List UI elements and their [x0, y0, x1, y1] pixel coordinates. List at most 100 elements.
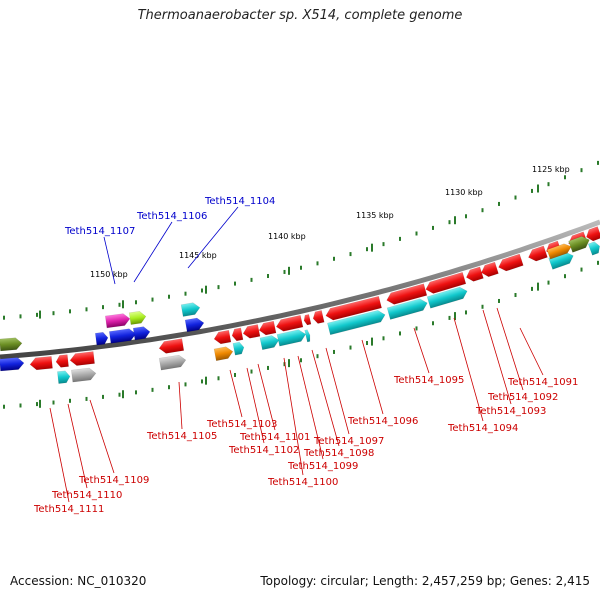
- gene-red-shape: [303, 314, 312, 326]
- inner-tick-mark: [415, 326, 418, 331]
- gene-red-shape: [586, 226, 600, 242]
- inner-tick-mark: [465, 310, 467, 315]
- outer-major-tick: [454, 216, 456, 225]
- inner-tick-mark: [564, 274, 566, 279]
- outer-major-tick: [205, 285, 207, 294]
- inner-major-tick: [454, 312, 456, 321]
- leader-line: [89, 399, 115, 474]
- gene-red: [242, 324, 261, 339]
- gene-label: Teth514_1105: [146, 431, 217, 442]
- gene-red-shape: [213, 329, 232, 345]
- leader-line: [246, 367, 265, 444]
- gene-red: [231, 327, 244, 342]
- inner-tick-mark: [217, 376, 220, 381]
- inner-tick-mark: [201, 379, 203, 384]
- outer-major-tick: [122, 300, 124, 309]
- outer-tick-mark: [580, 168, 583, 173]
- gene-cyan-shape: [259, 335, 280, 351]
- inner-tick-mark: [184, 382, 187, 387]
- gene-cyan: [276, 329, 307, 347]
- gene-label: Teth514_1109: [78, 475, 149, 486]
- leader-line: [311, 349, 340, 447]
- gene-magenta: [105, 313, 131, 329]
- inner-tick-mark: [498, 298, 500, 303]
- inner-tick-mark: [580, 267, 583, 272]
- gene-label: Teth514_1110: [51, 490, 122, 501]
- inner-tick-mark: [481, 304, 484, 309]
- gene-red-shape: [425, 271, 467, 294]
- gene-lower: [57, 370, 71, 384]
- leader-line: [187, 206, 239, 269]
- outer-tick-mark: [234, 281, 236, 286]
- outer-tick-mark: [3, 315, 5, 320]
- gene-blue: [109, 328, 137, 344]
- inner-tick-mark: [399, 331, 401, 336]
- gene-red: [466, 266, 484, 282]
- outer-major-tick: [288, 266, 290, 275]
- gene-label: Teth514_1107: [64, 226, 135, 237]
- outer-tick-mark: [316, 261, 319, 266]
- inner-tick-mark: [85, 396, 88, 401]
- outer-tick-mark: [283, 269, 286, 274]
- outer-tick-mark: [151, 297, 154, 302]
- gene-lower: [71, 367, 97, 383]
- leader-line: [413, 327, 430, 374]
- gene-orange: [546, 243, 572, 260]
- tick-label: 1130 kbp: [445, 188, 483, 197]
- inner-tick-mark: [135, 390, 137, 395]
- outer-tick-mark: [19, 314, 22, 319]
- gene-cyan-shape: [327, 310, 386, 336]
- leader-line: [297, 355, 324, 460]
- leader-line: [361, 339, 384, 415]
- outer-tick-mark: [300, 265, 302, 270]
- outer-tick-mark: [52, 311, 55, 316]
- gene-blue-shape: [132, 326, 151, 341]
- gene-orange-shape: [213, 346, 234, 362]
- outer-tick-mark: [333, 256, 335, 261]
- gene-cyan-shape: [276, 329, 307, 347]
- outer-tick-mark: [564, 175, 566, 180]
- gene-olive-shape: [568, 236, 590, 253]
- gene-lime-shape: [128, 310, 147, 325]
- outer-tick-mark: [547, 182, 550, 187]
- gene-red: [55, 354, 69, 368]
- gene-red-shape: [231, 327, 244, 342]
- inner-tick-mark: [118, 392, 121, 397]
- outer-tick-mark: [382, 242, 385, 247]
- outer-tick-mark: [135, 300, 137, 305]
- tick-label: 1140 kbp: [268, 232, 306, 241]
- gene-red-shape: [29, 356, 53, 371]
- gene-red: [498, 253, 524, 272]
- inner-major-tick: [122, 390, 124, 399]
- gene-red: [425, 271, 467, 294]
- map-title: Thermoanaerobacter sp. X514, complete ge…: [137, 8, 463, 23]
- gene-cyan-shape: [587, 241, 600, 256]
- gene-cyan: [327, 310, 386, 336]
- gene-label: Teth514_1106: [136, 211, 207, 222]
- gene-red-shape: [275, 314, 304, 332]
- leader-line: [325, 347, 350, 435]
- gene-label: Teth514_1095: [393, 375, 464, 386]
- leader-line: [482, 309, 512, 405]
- gene-olive: [0, 337, 23, 352]
- gene-label: Teth514_1092: [487, 392, 558, 403]
- inner-tick-mark: [597, 260, 599, 265]
- outer-tick-mark: [498, 201, 500, 206]
- inner-tick-mark: [333, 349, 335, 354]
- gene-red-shape: [481, 261, 499, 277]
- genome-backbone: [0, 219, 600, 360]
- gene-red: [386, 283, 428, 305]
- outer-tick-mark: [415, 231, 418, 236]
- gene-lime: [128, 310, 147, 325]
- gene-blue: [95, 332, 109, 346]
- gene-red: [481, 261, 499, 277]
- gene-red-shape: [158, 338, 185, 354]
- inner-major-tick: [371, 337, 373, 346]
- outer-tick-mark: [267, 274, 269, 279]
- outer-tick-mark: [597, 160, 599, 165]
- gene-blue-shape: [109, 328, 137, 344]
- accession-text: Accession: NC_010320: [10, 574, 147, 588]
- inner-tick-mark: [151, 387, 154, 392]
- inner-tick-mark: [102, 394, 104, 399]
- outer-tick-mark: [399, 236, 401, 241]
